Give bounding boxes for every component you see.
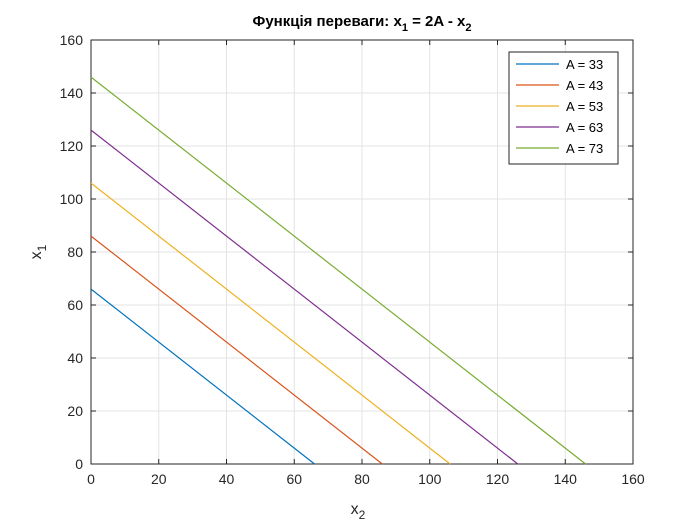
y-tick-label: 20 xyxy=(67,403,83,419)
y-tick-label: 60 xyxy=(67,297,83,313)
y-tick-label: 160 xyxy=(60,32,84,48)
y-axis-label: x1 xyxy=(28,244,49,259)
legend-box xyxy=(508,51,619,165)
y-tick-label: 100 xyxy=(60,191,84,207)
series-line xyxy=(90,235,383,465)
y-tick-label: 80 xyxy=(67,244,83,260)
series-line xyxy=(90,76,586,465)
legend-label: A = 33 xyxy=(566,57,603,72)
x-tick-label: 80 xyxy=(354,471,370,487)
series-line xyxy=(90,288,315,465)
x-tick-label: 160 xyxy=(621,471,645,487)
legend-label: A = 43 xyxy=(566,78,603,93)
x-tick-label: 40 xyxy=(219,471,235,487)
x-tick-label: 20 xyxy=(151,471,167,487)
series-line xyxy=(90,129,519,465)
y-tick-label: 0 xyxy=(75,456,83,472)
chart-title: Функція переваги: x1 = 2A - x2 xyxy=(253,13,472,34)
legend: A = 33 A = 43 A = 53 A = 63 A = 73 xyxy=(508,51,619,165)
x-axis-label: x2 xyxy=(351,501,366,522)
y-tick-label: 140 xyxy=(60,85,84,101)
x-tick-label: 100 xyxy=(418,471,442,487)
legend-label: A = 73 xyxy=(566,141,603,156)
series-line xyxy=(90,182,451,465)
x-tick-label: 120 xyxy=(486,471,510,487)
legend-label: A = 63 xyxy=(566,120,603,135)
legend-label: A = 53 xyxy=(566,99,603,114)
y-tick-label: 120 xyxy=(60,138,84,154)
ticks: 0 20 40 60 80 100 120 140 160 0 20 40 60 80 100 120 140 1… xyxy=(60,32,645,487)
x-tick-label: 0 xyxy=(87,471,95,487)
y-tick-label: 40 xyxy=(67,350,83,366)
x-tick-label: 60 xyxy=(286,471,302,487)
series-layer xyxy=(90,76,586,465)
x-tick-label: 140 xyxy=(554,471,578,487)
grid xyxy=(91,40,633,464)
